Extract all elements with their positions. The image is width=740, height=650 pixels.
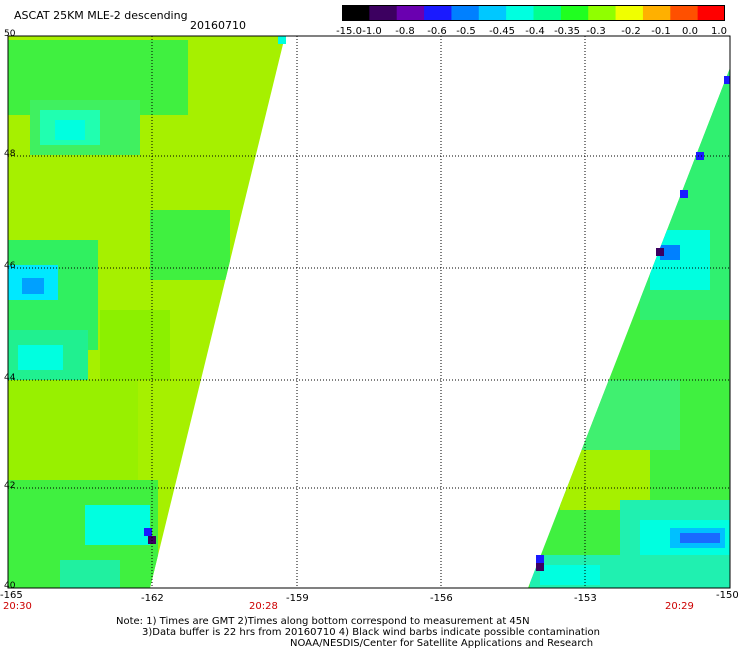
swath-edge-pixel (680, 190, 688, 198)
time-label: 20:30 (3, 601, 32, 612)
note-line-3: NOAA/NESDIS/Center for Satellite Applica… (290, 638, 594, 649)
colorbar-segment (478, 5, 507, 21)
swath-patch (150, 210, 230, 280)
colorbar-label: -0.5 (456, 26, 476, 37)
colorbar-label: -0.6 (427, 26, 447, 37)
swath-patch (680, 533, 720, 543)
swath-patch (18, 345, 63, 370)
colorbar-segment (670, 5, 699, 21)
time-label: 20:28 (249, 601, 278, 612)
swath-edge-pixel (536, 563, 544, 571)
swath-edge-pixel (278, 36, 286, 44)
colorbar-label: -0.45 (489, 26, 515, 37)
lat-label: 46 (4, 261, 16, 271)
colorbar-segment (342, 5, 370, 21)
colorbar (342, 5, 725, 21)
product-title: ASCAT 25KM MLE-2 descending (14, 9, 188, 22)
colorbar-label: 0.0 (682, 26, 698, 37)
lat-label: 42 (4, 481, 16, 491)
colorbar-label: -0.1 (651, 26, 671, 37)
map-frame (7, 35, 731, 589)
swath-patch (85, 505, 150, 545)
colorbar-segment (506, 5, 534, 21)
swath-patch (22, 278, 44, 294)
colorbar-segment (424, 5, 452, 21)
colorbar-segment (451, 5, 480, 21)
colorbar-segment (588, 5, 617, 21)
colorbar-label: -0.4 (525, 26, 545, 37)
colorbar-label: 1.0 (711, 26, 727, 37)
colorbar-segment (560, 5, 589, 21)
lon-label: -150 (716, 590, 739, 601)
swath-patch (55, 120, 85, 140)
colorbar-segment (642, 5, 671, 21)
swath-edge-pixel (696, 152, 704, 160)
lat-label: 44 (4, 373, 16, 383)
lon-label: -162 (141, 593, 164, 604)
swath-patch (60, 560, 120, 588)
colorbar-segment (697, 5, 725, 21)
lon-label: -165 (0, 590, 23, 601)
swath-patch (144, 528, 152, 536)
swath-edge-pixel (536, 555, 544, 563)
swath-patch (100, 310, 170, 380)
swath-patch (580, 380, 680, 450)
swath-patch (540, 565, 600, 585)
swath-patch (660, 245, 680, 260)
colorbar-label: -0.35 (554, 26, 580, 37)
lat-label: 50 (4, 29, 16, 39)
colorbar-label: -0.8 (395, 26, 415, 37)
colorbar-label: -1.0 (362, 26, 382, 37)
product-date: 20160710 (190, 19, 246, 32)
right-swath (528, 68, 730, 588)
colorbar-segment (369, 5, 398, 21)
lon-label: -156 (430, 593, 453, 604)
colorbar-segment (615, 5, 644, 21)
lon-label: -159 (286, 593, 309, 604)
swath-edge-pixel (656, 248, 664, 256)
lat-label: 40 (4, 581, 16, 591)
lon-label: -153 (574, 593, 597, 604)
colorbar-label: -0.2 (621, 26, 641, 37)
swath-edge-pixel (724, 76, 730, 84)
colorbar-segment (533, 5, 562, 21)
colorbar-segment (396, 5, 425, 21)
time-label: 20:29 (665, 601, 694, 612)
note-line-1: Note: 1) Times are GMT 2)Times along bot… (116, 616, 530, 627)
left-swath (8, 36, 285, 588)
colorbar-border (342, 5, 725, 21)
colorbar-label: -0.3 (586, 26, 606, 37)
colorbar-label: -15.0 (336, 26, 362, 37)
note-line-2: 3)Data buffer is 22 hrs from 20160710 4)… (142, 627, 600, 638)
lat-label: 48 (4, 149, 16, 159)
graticule (8, 36, 730, 588)
